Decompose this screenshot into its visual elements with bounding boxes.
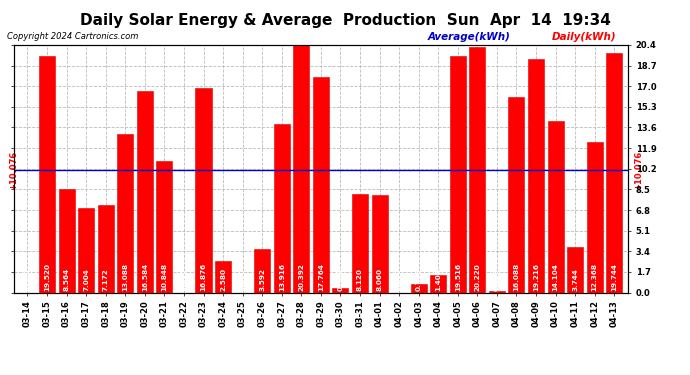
Text: 19.216: 19.216 — [533, 263, 539, 291]
Text: Copyright 2024 Cartronics.com: Copyright 2024 Cartronics.com — [7, 32, 138, 41]
Bar — [371, 195, 388, 292]
Text: 19.744: 19.744 — [611, 263, 618, 291]
Text: 8.564: 8.564 — [63, 268, 70, 291]
Bar — [293, 45, 309, 292]
Bar — [157, 161, 172, 292]
Text: 8.060: 8.060 — [377, 268, 382, 291]
Text: +10.076: +10.076 — [9, 151, 18, 190]
Bar — [215, 261, 231, 292]
Bar — [333, 288, 348, 292]
Bar — [411, 284, 426, 292]
Text: +10.076: +10.076 — [634, 151, 643, 190]
Text: 19.520: 19.520 — [44, 263, 50, 291]
Bar — [528, 59, 544, 292]
Text: 0.000: 0.000 — [24, 268, 30, 291]
Bar — [195, 88, 212, 292]
Text: 3.744: 3.744 — [572, 268, 578, 291]
Text: 17.764: 17.764 — [318, 263, 324, 291]
Text: 7.004: 7.004 — [83, 268, 89, 291]
Text: 10.848: 10.848 — [161, 263, 168, 291]
Text: 3.592: 3.592 — [259, 268, 265, 291]
Text: Daily Solar Energy & Average  Production  Sun  Apr  14  19:34: Daily Solar Energy & Average Production … — [79, 13, 611, 28]
Bar — [567, 247, 583, 292]
Bar — [254, 249, 270, 292]
Text: 0.708: 0.708 — [415, 268, 422, 291]
Text: 0.368: 0.368 — [337, 268, 344, 291]
Text: 19.516: 19.516 — [455, 263, 461, 291]
Text: 20.220: 20.220 — [474, 263, 480, 291]
Text: 0.000: 0.000 — [396, 268, 402, 291]
Text: 0.000: 0.000 — [181, 268, 187, 291]
Text: Average(kWh): Average(kWh) — [428, 32, 511, 42]
Text: 13.088: 13.088 — [122, 263, 128, 291]
Bar — [450, 56, 466, 292]
Text: 0.000: 0.000 — [239, 268, 246, 291]
Bar — [98, 206, 114, 292]
Bar — [59, 189, 75, 292]
Bar — [274, 124, 290, 292]
Bar — [137, 91, 153, 292]
Text: 13.916: 13.916 — [279, 263, 285, 291]
Text: 7.172: 7.172 — [103, 268, 109, 291]
Bar — [313, 77, 329, 292]
Bar — [352, 194, 368, 292]
Text: 16.876: 16.876 — [201, 263, 206, 291]
Text: 2.580: 2.580 — [220, 268, 226, 291]
Bar — [39, 56, 55, 292]
Bar — [430, 276, 446, 292]
Bar — [78, 207, 94, 292]
Text: 16.584: 16.584 — [142, 263, 148, 291]
Text: 16.088: 16.088 — [513, 263, 520, 291]
Text: 20.392: 20.392 — [298, 263, 304, 291]
Bar — [509, 98, 524, 292]
Bar — [586, 142, 602, 292]
Bar — [548, 122, 564, 292]
Bar — [117, 134, 133, 292]
Bar — [469, 47, 485, 292]
Text: Daily(kWh): Daily(kWh) — [552, 32, 617, 42]
Text: 14.104: 14.104 — [553, 263, 558, 291]
Bar — [607, 53, 622, 292]
Bar — [489, 291, 505, 292]
Text: 12.368: 12.368 — [591, 263, 598, 291]
Text: 8.120: 8.120 — [357, 268, 363, 291]
Text: 0.120: 0.120 — [494, 268, 500, 291]
Text: 1.404: 1.404 — [435, 268, 441, 291]
